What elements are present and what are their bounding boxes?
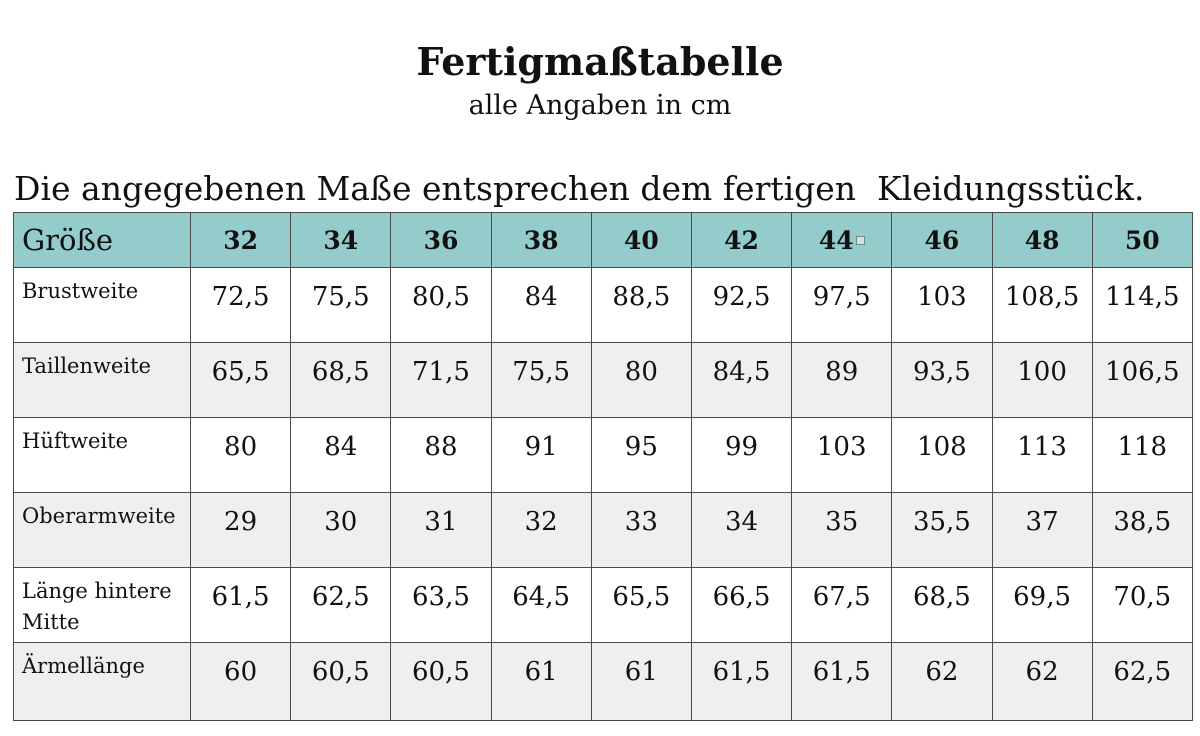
size-column-header: 32 (189, 212, 292, 268)
size-column-header: 40 (590, 212, 692, 268)
measurement-cell: 84,5 (690, 342, 793, 418)
measurement-cell: 113 (991, 417, 1093, 493)
table-row: Taillenweite 65,5 68,5 71,5 75,5 80 84,5… (13, 342, 1193, 418)
size-column-header: 34 (290, 212, 392, 268)
measurement-cell: 93,5 (891, 342, 993, 418)
measurement-cell: 29 (189, 492, 292, 568)
measurement-cell: 68,5 (891, 567, 993, 643)
measurement-cell: 33 (590, 492, 692, 568)
size-label: 42 (724, 225, 759, 255)
measurement-cell: 108,5 (991, 267, 1093, 343)
measurement-cell: 60,5 (390, 642, 492, 721)
measurement-cell: 35 (791, 492, 893, 568)
size-label: 40 (623, 225, 659, 255)
measurement-cell: 31 (390, 492, 492, 568)
measurement-cell: 61 (490, 642, 592, 721)
row-label: Länge hintere Mitte (13, 567, 191, 643)
measurement-cell: 92,5 (690, 267, 793, 343)
measurement-cell: 62 (991, 642, 1093, 721)
size-column-header: 38 (490, 212, 592, 268)
size-column-header: 46 (891, 212, 993, 268)
measurement-cell: 61,5 (690, 642, 793, 721)
measurement-cell: 103 (891, 267, 993, 343)
measurement-cell: 64,5 (490, 567, 592, 643)
measurement-cell: 88 (390, 417, 492, 493)
size-label: 36 (423, 225, 459, 255)
measurement-cell: 69,5 (991, 567, 1093, 643)
measurement-cell: 75,5 (290, 267, 392, 343)
row-label: Ärmellänge (13, 642, 191, 721)
size-header-label: Größe (13, 212, 191, 268)
measurement-cell: 62,5 (290, 567, 392, 643)
measurement-cell: 67,5 (791, 567, 893, 643)
measurement-cell: 84 (490, 267, 592, 343)
measurement-cell: 71,5 (390, 342, 492, 418)
size-column-header: 44 (791, 212, 893, 268)
table-row: Oberarmweite 29 30 31 32 33 34 35 35,5 3… (13, 492, 1193, 568)
column-marker-icon (855, 235, 865, 245)
measurement-cell: 62,5 (1091, 642, 1193, 721)
size-column-header: 50 (1091, 212, 1193, 268)
table-row: Brustweite 72,5 75,5 80,5 84 88,5 92,5 9… (13, 267, 1193, 343)
row-label: Hüftweite (13, 417, 191, 493)
table-row: Hüftweite 80 84 88 91 95 99 103 108 113 … (13, 417, 1193, 493)
measurement-cell: 80,5 (390, 267, 492, 343)
measurement-cell: 106,5 (1091, 342, 1193, 418)
measurement-cell: 103 (791, 417, 893, 493)
intro-text: Die angegebenen Maße entsprechen dem fer… (14, 169, 1145, 208)
measurement-cell: 88,5 (590, 267, 692, 343)
measurement-cell: 84 (290, 417, 392, 493)
row-label: Oberarmweite (13, 492, 191, 568)
measurement-cell: 34 (690, 492, 793, 568)
measurement-cell: 108 (891, 417, 993, 493)
measurement-cell: 65,5 (590, 567, 692, 643)
table-row: Länge hintere Mitte 61,5 62,5 63,5 64,5 … (13, 567, 1193, 643)
row-label: Taillenweite (13, 342, 191, 418)
document-subtitle: alle Angaben in cm (468, 90, 732, 121)
measurement-cell: 66,5 (690, 567, 793, 643)
size-label: 34 (323, 225, 359, 255)
measurement-cell: 80 (189, 417, 292, 493)
measurement-cell: 35,5 (891, 492, 993, 568)
size-label: 38 (523, 225, 559, 255)
measurement-cell: 97,5 (791, 267, 893, 343)
measurement-cell: 118 (1091, 417, 1193, 493)
size-label: 46 (924, 225, 960, 255)
header-row: Größe 32 34 36 38 40 42 44 46 48 50 (13, 212, 1193, 268)
measurement-cell: 100 (991, 342, 1093, 418)
measurement-cell: 62 (891, 642, 993, 721)
table-row: Ärmellänge 60 60,5 60,5 61 61 61,5 61,5 … (13, 642, 1193, 721)
document-title: Fertigmaßtabelle (416, 39, 784, 84)
size-label: 32 (223, 225, 258, 255)
measurement-cell: 75,5 (490, 342, 592, 418)
measurement-cell: 60 (189, 642, 292, 721)
measurement-cell: 89 (791, 342, 893, 418)
measurement-cell: 61 (590, 642, 692, 721)
measurement-cell: 70,5 (1091, 567, 1193, 643)
size-label: 44 (818, 225, 854, 255)
measurement-cell: 37 (991, 492, 1093, 568)
size-column-header: 42 (690, 212, 793, 268)
row-label: Brustweite (13, 267, 191, 343)
measurement-cell: 80 (590, 342, 692, 418)
size-label: 48 (1024, 225, 1060, 255)
measurement-cell: 61,5 (189, 567, 292, 643)
measurement-cell: 63,5 (390, 567, 492, 643)
measurement-cell: 114,5 (1091, 267, 1193, 343)
measurement-cell: 60,5 (290, 642, 392, 721)
measurement-cell: 99 (690, 417, 793, 493)
size-column-header: 36 (390, 212, 492, 268)
measurement-cell: 68,5 (290, 342, 392, 418)
size-column-header: 48 (991, 212, 1093, 268)
measurement-cell: 38,5 (1091, 492, 1193, 568)
size-label: 50 (1124, 225, 1160, 255)
measurement-cell: 91 (490, 417, 592, 493)
size-table: Größe 32 34 36 38 40 42 44 46 48 50 Brus… (13, 212, 1193, 721)
measurement-cell: 61,5 (791, 642, 893, 721)
measurement-cell: 32 (490, 492, 592, 568)
measurement-cell: 30 (290, 492, 392, 568)
measurement-cell: 95 (590, 417, 692, 493)
measurement-cell: 72,5 (189, 267, 292, 343)
measurement-cell: 65,5 (189, 342, 292, 418)
